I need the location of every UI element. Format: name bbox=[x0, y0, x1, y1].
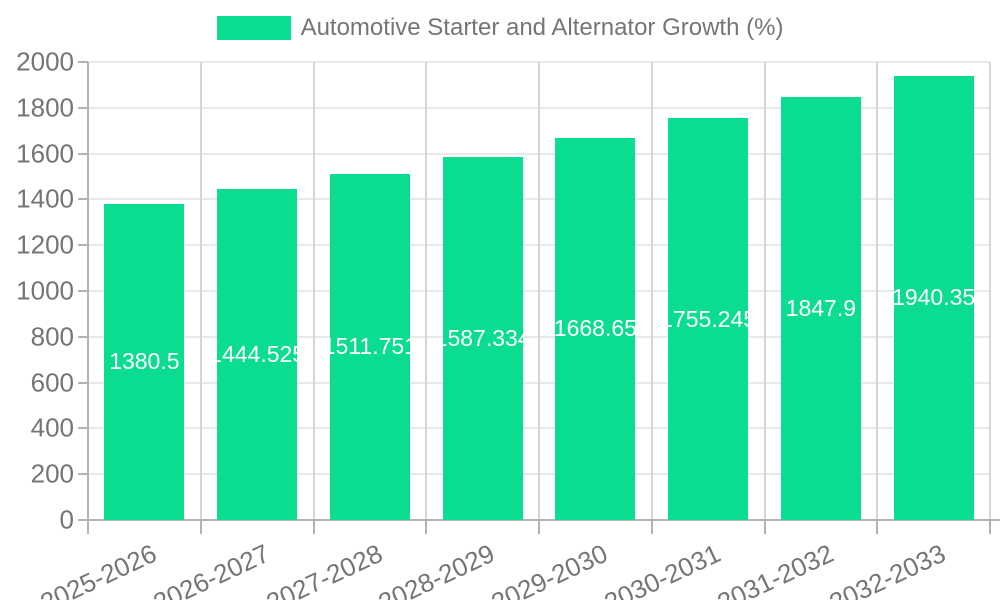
legend-swatch[interactable] bbox=[216, 16, 291, 40]
x-axis-category-label: 2032-2033 bbox=[824, 538, 951, 600]
x-axis-category-label: 2030-2031 bbox=[599, 538, 725, 600]
gridline-vertical bbox=[876, 62, 879, 520]
x-axis-tick bbox=[989, 520, 991, 534]
y-axis-tick bbox=[78, 335, 88, 338]
x-axis-tick bbox=[763, 520, 766, 534]
gridline-vertical bbox=[425, 62, 428, 520]
x-axis-tick bbox=[650, 520, 653, 534]
gridline-vertical bbox=[989, 62, 991, 520]
bar[interactable]: 1380.5 bbox=[104, 203, 185, 520]
bar[interactable]: 1444.525 bbox=[217, 189, 298, 520]
y-axis-tick-label: 2000 bbox=[16, 46, 74, 77]
y-axis-tick-label: 1200 bbox=[16, 229, 74, 260]
legend[interactable]: Automotive Starter and Alternator Growth… bbox=[0, 14, 1000, 42]
y-axis-tick-label: 1000 bbox=[16, 275, 74, 306]
y-axis-tick-label: 800 bbox=[30, 321, 74, 352]
bar[interactable]: 1847.9 bbox=[780, 96, 861, 520]
y-axis-tick bbox=[78, 106, 88, 109]
x-axis-tick bbox=[425, 520, 428, 534]
y-axis-tick-label: 600 bbox=[30, 367, 74, 398]
y-axis-tick-label: 1600 bbox=[16, 138, 74, 169]
x-axis-line bbox=[88, 519, 1000, 521]
x-axis-category-label: 2027-2028 bbox=[261, 538, 387, 600]
x-axis-category-label: 2031-2032 bbox=[712, 538, 838, 600]
y-axis-tick-label: 0 bbox=[59, 504, 74, 535]
x-axis-tick bbox=[312, 520, 315, 534]
gridline-vertical bbox=[763, 62, 766, 520]
bar-value-label: 1940.35 bbox=[893, 284, 974, 311]
y-axis-tick-label: 400 bbox=[30, 412, 74, 443]
x-axis-tick bbox=[87, 520, 89, 534]
gridline-vertical bbox=[199, 62, 202, 520]
bar-value-label: 1380.5 bbox=[109, 348, 180, 375]
y-axis-line bbox=[87, 62, 89, 534]
bar[interactable]: 1940.35 bbox=[893, 75, 974, 520]
gridline-vertical bbox=[650, 62, 653, 520]
y-axis-tick bbox=[78, 473, 88, 476]
y-axis-tick bbox=[78, 427, 88, 430]
y-axis-tick bbox=[78, 381, 88, 384]
bar-value-label: 1444.525 bbox=[217, 341, 297, 368]
bar-value-label: 1587.334 bbox=[443, 324, 523, 351]
bar[interactable]: 1587.334 bbox=[442, 156, 523, 520]
gridline-vertical bbox=[312, 62, 315, 520]
bar-value-label: 1511.751 bbox=[330, 333, 410, 360]
x-axis-category-label: 2025-2026 bbox=[35, 538, 162, 600]
x-axis-category-label: 2028-2029 bbox=[373, 538, 500, 600]
y-axis-tick bbox=[78, 61, 88, 63]
bar-value-label: 1668.65 bbox=[555, 315, 636, 342]
bar[interactable]: 1511.751 bbox=[329, 173, 410, 520]
x-axis-tick bbox=[876, 520, 879, 534]
bar[interactable]: 1668.65 bbox=[555, 137, 636, 520]
y-axis-tick bbox=[78, 152, 88, 155]
x-axis-category-label: 2026-2027 bbox=[148, 538, 274, 600]
y-axis-tick bbox=[78, 519, 88, 521]
y-axis-tick bbox=[78, 290, 88, 292]
y-axis-tick-label: 200 bbox=[30, 458, 74, 489]
bar[interactable]: 1755.245 bbox=[668, 118, 749, 520]
x-axis-tick bbox=[538, 520, 540, 534]
y-axis-tick-label: 1400 bbox=[16, 183, 74, 214]
legend-label: Automotive Starter and Alternator Growth… bbox=[300, 14, 784, 41]
gridline-vertical bbox=[538, 62, 540, 520]
y-axis-tick bbox=[78, 198, 88, 201]
bar-value-label: 1755.245 bbox=[668, 305, 748, 332]
x-axis-tick bbox=[199, 520, 202, 534]
y-axis-tick bbox=[78, 244, 88, 247]
bar-value-label: 1847.9 bbox=[785, 294, 857, 321]
y-axis-tick-label: 1800 bbox=[16, 92, 74, 123]
x-axis-category-label: 2029-2030 bbox=[486, 538, 613, 600]
